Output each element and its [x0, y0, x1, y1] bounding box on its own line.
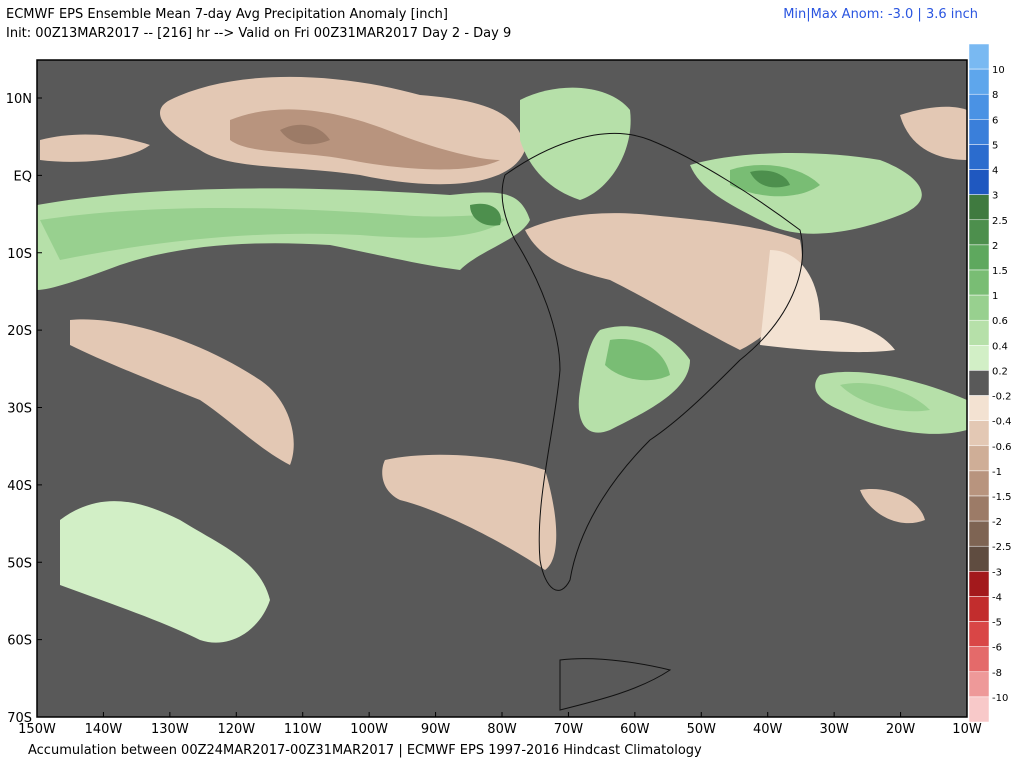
lat-label: 30S — [7, 402, 32, 417]
title: ECMWF EPS Ensemble Mean 7-day Avg Precip… — [6, 7, 448, 22]
colorbar-label: 1 — [992, 291, 998, 302]
lon-label: 60W — [620, 722, 650, 737]
lon-label: 20W — [886, 722, 916, 737]
colorbar-label: 10 — [992, 65, 1005, 76]
colorbar-label: -2 — [992, 517, 1002, 528]
lat-label: 60S — [7, 634, 32, 649]
lon-label: 100W — [350, 722, 388, 737]
lat-label: EQ — [14, 169, 32, 184]
colorbar-label: -5 — [992, 618, 1002, 629]
colorbar-box — [968, 420, 990, 447]
colorbar-box — [968, 93, 990, 120]
colorbar-box — [968, 144, 990, 170]
colorbar-label: -0.4 — [992, 417, 1012, 428]
colorbar-box — [968, 244, 990, 271]
lat-label: 50S — [7, 556, 32, 571]
colorbar-label: -1 — [992, 467, 1002, 478]
lon-label: 10W — [952, 722, 982, 737]
lon-label: 140W — [85, 722, 123, 737]
colorbar-box — [968, 370, 990, 396]
lon-label: 80W — [487, 722, 517, 737]
lon-label: 30W — [819, 722, 849, 737]
colorbar-box — [968, 119, 990, 145]
colorbar-box — [968, 445, 990, 472]
colorbar-label: 1.5 — [992, 266, 1008, 277]
colorbar-label: -4 — [992, 592, 1002, 603]
lat-label: 10S — [7, 247, 32, 262]
colorbar-box — [968, 68, 990, 95]
colorbar-label: -0.6 — [992, 442, 1012, 453]
colorbar-box — [968, 269, 990, 296]
lon-label: 90W — [421, 722, 451, 737]
lat-label: 70S — [7, 711, 32, 726]
colorbar-box — [968, 470, 990, 497]
colorbar-label: 0.6 — [992, 316, 1008, 327]
colorbar-label: -2.5 — [992, 542, 1012, 553]
colorbar-box — [968, 169, 990, 195]
colorbar-label: -8 — [992, 668, 1002, 679]
colorbar-label: -1.5 — [992, 492, 1012, 503]
colorbar-label: -10 — [992, 693, 1008, 704]
lon-label: 110W — [284, 722, 322, 737]
min-max: Min|Max Anom: -3.0 | 3.6 inch — [783, 7, 978, 22]
colorbar-label: -6 — [992, 643, 1002, 654]
colorbar-label: 8 — [992, 90, 998, 101]
colorbar-box — [968, 495, 990, 522]
colorbar-label: 0.4 — [992, 341, 1008, 352]
colorbar-box — [968, 43, 990, 70]
colorbar-box — [968, 395, 990, 421]
colorbar-box — [968, 345, 990, 371]
colorbar-box — [968, 671, 990, 698]
colorbar-label: 0.2 — [992, 366, 1008, 377]
lat-label: 40S — [7, 479, 32, 494]
colorbar-label: 2.5 — [992, 216, 1008, 227]
colorbar-box — [968, 294, 990, 321]
colorbar-box — [968, 194, 990, 221]
colorbar-box — [968, 545, 990, 572]
map — [37, 60, 967, 717]
colorbar-label: 4 — [992, 166, 998, 177]
colorbar-box — [968, 621, 990, 647]
colorbar-label: 6 — [992, 115, 998, 126]
colorbar-box — [968, 520, 990, 547]
colorbar-label: 2 — [992, 241, 998, 252]
lat-label: 10N — [6, 92, 32, 107]
lat-label: 20S — [7, 324, 32, 339]
colorbar-box — [968, 571, 990, 597]
colorbar-label: -3 — [992, 567, 1002, 578]
colorbar-box — [968, 646, 990, 673]
colorbar-box — [968, 596, 990, 622]
lon-label: 150W — [18, 722, 56, 737]
subtitle: Init: 00Z13MAR2017 -- [216] hr --> Valid… — [6, 26, 511, 41]
colorbar-label: 5 — [992, 140, 998, 151]
colorbar-box — [968, 219, 990, 246]
colorbar-box — [968, 319, 990, 346]
lon-label: 120W — [217, 722, 255, 737]
colorbar-box — [968, 696, 990, 723]
lon-label: 130W — [151, 722, 189, 737]
lon-label: 70W — [554, 722, 584, 737]
lon-label: 40W — [753, 722, 783, 737]
footer: Accumulation between 00Z24MAR2017-00Z31M… — [28, 743, 702, 758]
lon-label: 50W — [687, 722, 717, 737]
colorbar-label: -0.2 — [992, 392, 1012, 403]
colorbar-label: 3 — [992, 191, 998, 202]
